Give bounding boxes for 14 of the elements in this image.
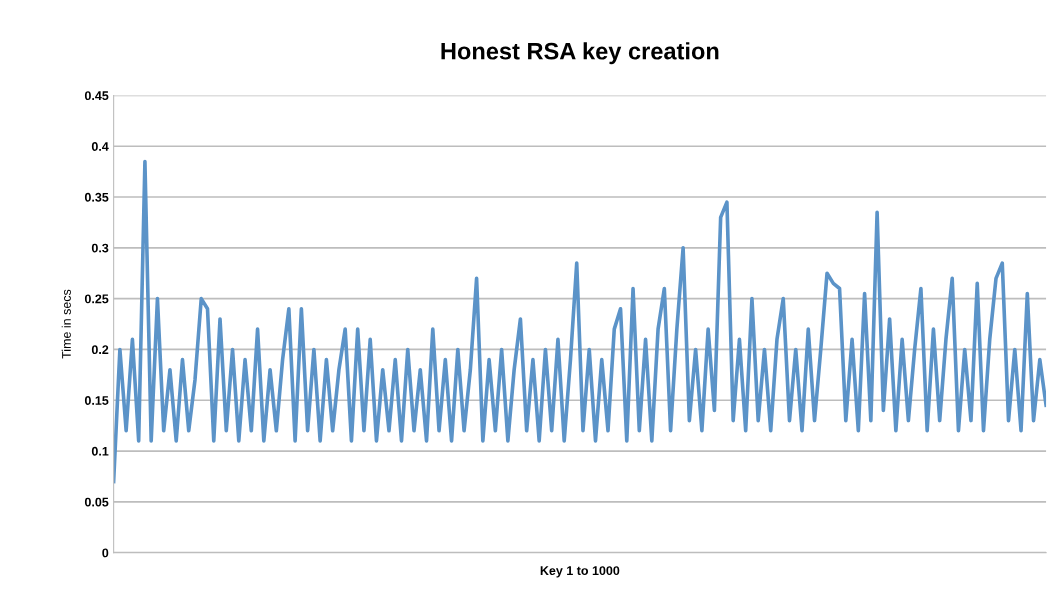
- y-tick-label: 0.15: [84, 396, 109, 405]
- line-series: [113, 159, 1047, 484]
- y-tick-label: 0: [102, 548, 109, 558]
- y-tick-label: 0.35: [84, 192, 109, 202]
- y-tick-label: 0.05: [84, 497, 109, 507]
- chart-title: Honest RSA key creation: [441, 42, 719, 65]
- y-tick-label: 0.45: [84, 91, 109, 101]
- y-tick-label: 0.1: [91, 446, 109, 456]
- y-tick-label: 0.25: [84, 294, 109, 304]
- y-tick-label: 0.2: [91, 345, 109, 355]
- y-tick-label: 0.4: [91, 142, 109, 151]
- x-axis-title: Key 1 to 1000: [540, 566, 620, 578]
- y-axis-title: Time in secs: [61, 289, 71, 359]
- y-tick-label: 0.3: [91, 243, 109, 253]
